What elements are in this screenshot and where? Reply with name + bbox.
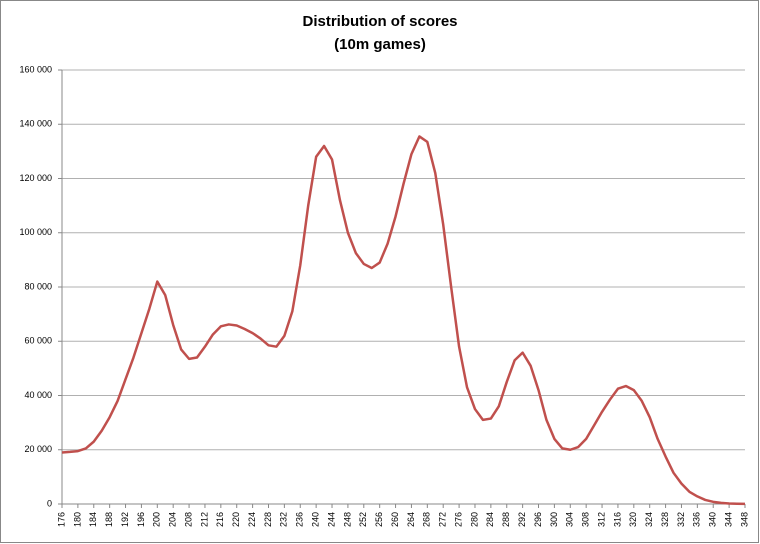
x-tick-label: 208 [183,512,193,527]
x-tick-label: 212 [199,512,209,527]
x-tick-label: 308 [581,512,591,527]
x-tick-label: 332 [676,512,686,527]
x-tick-label: 240 [311,512,321,527]
x-tick-label: 248 [342,512,352,527]
chart-subtitle: (10m games) [334,36,426,53]
x-tick-label: 176 [56,512,66,527]
y-tick-label: 80 000 [24,281,52,291]
x-tick-label: 244 [326,512,336,527]
y-tick-label: 140 000 [19,119,52,129]
x-tick-label: 288 [501,512,511,527]
x-tick-label: 284 [485,512,495,527]
x-tick-label: 184 [88,512,98,527]
x-tick-label: 344 [723,512,733,527]
x-tick-label: 328 [660,512,670,527]
x-tick-label: 324 [644,512,654,527]
x-tick-label: 336 [692,512,702,527]
y-tick-label: 60 000 [24,336,52,346]
x-tick-label: 224 [247,512,257,527]
x-tick-label: 296 [533,512,543,527]
x-tick-label: 256 [374,512,384,527]
x-tick-label: 316 [612,512,622,527]
x-tick-label: 348 [739,512,749,527]
x-tick-label: 320 [628,512,638,527]
y-tick-label: 120 000 [19,173,52,183]
data-line [61,135,746,506]
x-tick-label: 276 [453,512,463,527]
chart-title: Distribution of scores [302,13,457,30]
x-tick-label: 188 [104,512,114,527]
x-tick-label: 340 [708,512,718,527]
x-tick-label: 228 [263,512,273,527]
x-tick-label: 200 [152,512,162,527]
y-tick-label: 100 000 [19,227,52,237]
x-tick-label: 196 [136,512,146,527]
x-tick-label: 292 [517,512,527,527]
x-tick-label: 252 [358,512,368,527]
x-tick-label: 236 [295,512,305,527]
x-tick-label: 180 [72,512,82,527]
x-tick-label: 272 [438,512,448,527]
x-tick-label: 304 [565,512,575,527]
y-tick-label: 40 000 [24,390,52,400]
x-tick-label: 216 [215,512,225,527]
x-tick-label: 192 [120,512,130,527]
x-tick-label: 300 [549,512,559,527]
y-tick-label: 20 000 [24,444,52,454]
y-tick-label: 0 [47,498,52,508]
x-tick-label: 220 [231,512,241,527]
y-tick-label: 160 000 [19,64,52,74]
x-tick-label: 232 [279,512,289,527]
x-tick-label: 260 [390,512,400,527]
x-tick-label: 312 [596,512,606,527]
x-tick-label: 280 [469,512,479,527]
x-tick-label: 264 [406,512,416,527]
x-tick-label: 204 [168,512,178,527]
x-tick-label: 268 [422,512,432,527]
